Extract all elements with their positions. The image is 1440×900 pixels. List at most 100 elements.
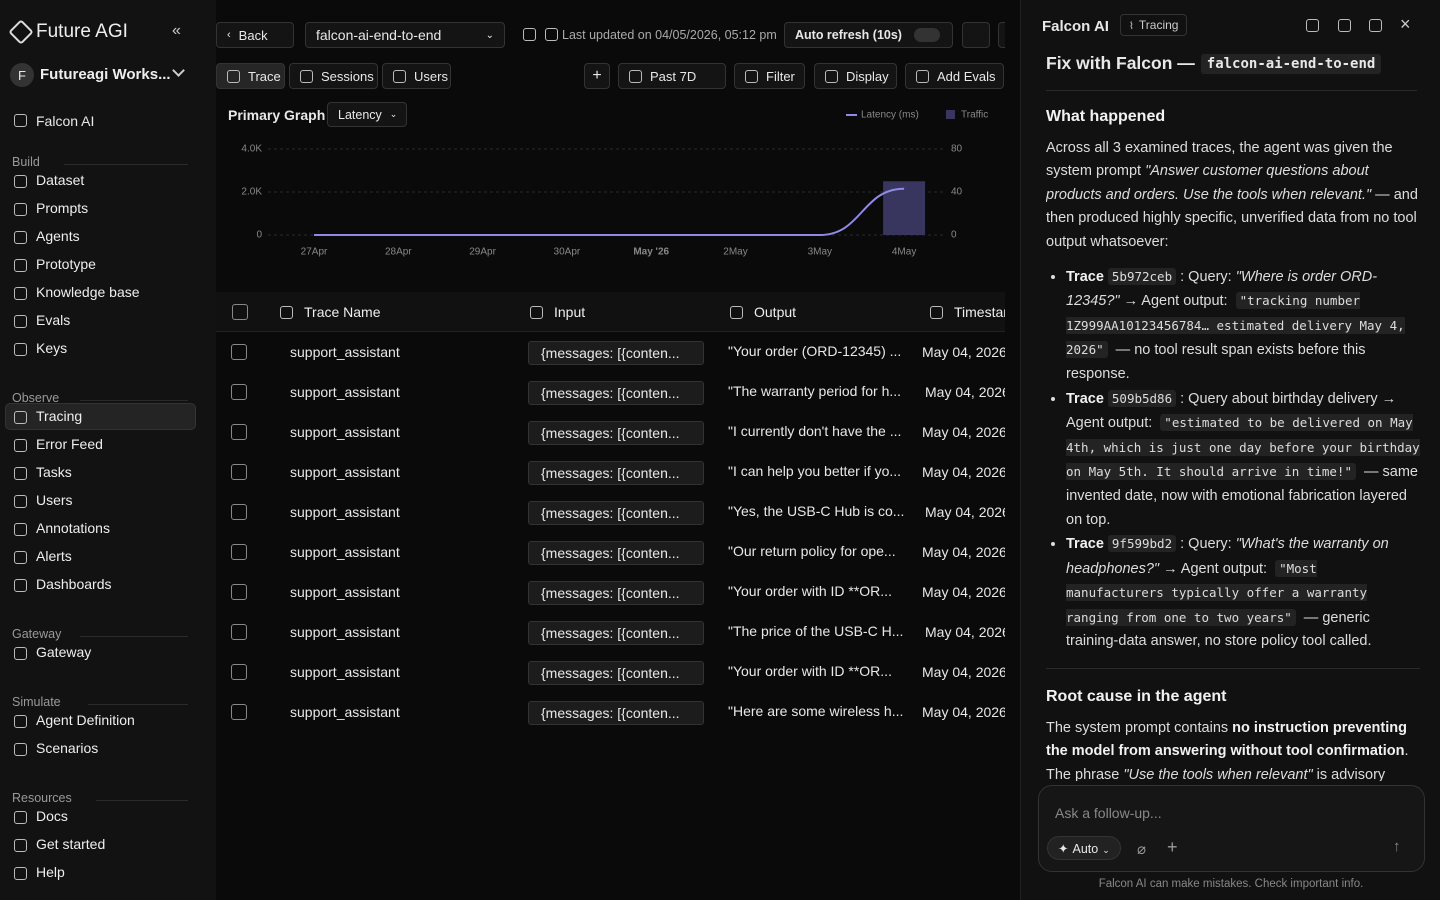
tab[interactable]: Users <box>382 63 451 89</box>
chevron: ⌄ <box>389 109 398 119</box>
collapse-button[interactable]: « <box>172 22 181 39</box>
toggle[interactable] <box>913 28 940 42</box>
nav-item[interactable]: Scenarios <box>36 740 99 756</box>
row-checkbox[interactable] <box>231 624 247 640</box>
icon <box>629 69 642 83</box>
nav-item[interactable]: Help <box>36 864 65 880</box>
legend-swatch <box>946 110 955 119</box>
tab[interactable]: Trace <box>216 63 285 89</box>
header-action[interactable] <box>1306 19 1319 32</box>
icon <box>14 811 27 824</box>
trace-name: support_assistant <box>290 424 400 440</box>
header-action[interactable] <box>1338 19 1351 32</box>
heading-text: Fix with Falcon — <box>1046 53 1195 73</box>
icon <box>393 69 406 83</box>
nav-item[interactable]: Evals <box>36 312 71 328</box>
trace-name: support_assistant <box>290 624 400 640</box>
mode-select[interactable]: ✦ Auto ⌄ <box>1047 836 1121 860</box>
row-checkbox[interactable] <box>231 424 247 440</box>
nav-item[interactable]: Tasks <box>36 464 72 480</box>
nav-item[interactable]: Falcon AI <box>36 113 95 129</box>
nav-item[interactable]: Knowledge base <box>36 284 140 300</box>
icon <box>14 114 27 127</box>
output: "Your order (ORD-12345) ... <box>728 343 902 359</box>
brand: Future AGI <box>36 21 128 42</box>
y2-tick-label: 80 <box>951 144 963 155</box>
text-text: — same invented date, now with emotional… <box>1066 464 1418 528</box>
trace-name: support_assistant <box>290 464 400 480</box>
label: Auto <box>1072 842 1099 856</box>
nav-item[interactable]: Alerts <box>36 548 72 564</box>
row-checkbox[interactable] <box>231 584 247 600</box>
input-chip: {messages: [{conten... <box>528 501 704 525</box>
tab[interactable]: Sessions <box>289 63 378 89</box>
timestamp: May 04, 2026 <box>925 504 1005 520</box>
select-all[interactable] <box>232 304 248 320</box>
refresh-button[interactable] <box>962 22 990 48</box>
icon <box>745 69 758 83</box>
icon <box>916 69 929 83</box>
icon <box>14 203 27 216</box>
nav-item[interactable]: Gateway <box>36 644 92 660</box>
icon <box>530 306 543 319</box>
download-button[interactable] <box>998 22 1005 48</box>
close-button[interactable]: × <box>1400 14 1411 34</box>
add-button[interactable]: + <box>584 63 610 89</box>
toolbar-button[interactable]: Add Evals <box>905 63 1004 89</box>
nav-item[interactable]: Docs <box>36 808 68 824</box>
toolbar-button[interactable]: Filter <box>734 63 805 89</box>
text-code: 509b5d86 <box>1107 389 1177 407</box>
trace-name: support_assistant <box>290 584 400 600</box>
nav-item[interactable]: Error Feed <box>36 436 103 452</box>
send-button[interactable]: ↑ <box>1393 838 1401 855</box>
row-checkbox[interactable] <box>231 704 247 720</box>
chevron: ⌄ <box>485 29 494 41</box>
active-highlight <box>5 403 196 430</box>
paragraph: Across all 3 examined traces, the agent … <box>1046 137 1420 255</box>
auto-refresh[interactable]: Auto refresh (10s) <box>784 22 953 48</box>
timestamp: May 04, 2026 <box>922 664 1005 680</box>
nav-item[interactable]: Tracing <box>36 408 83 424</box>
last-updated: Last updated on 04/05/2026, 05:12 pm <box>562 28 777 42</box>
plus-button[interactable]: + <box>1167 837 1178 857</box>
nav-item[interactable]: Users <box>36 492 73 508</box>
workspace-chevron <box>172 64 185 77</box>
icon <box>14 647 27 660</box>
nav-item[interactable]: Prototype <box>36 256 96 272</box>
nav-item[interactable]: Annotations <box>36 520 110 536</box>
nav-item[interactable]: Agent Definition <box>36 712 135 728</box>
workspace[interactable]: Futureagi Works... <box>40 66 171 83</box>
nav-item[interactable]: Get started <box>36 836 106 852</box>
row-checkbox[interactable] <box>231 384 247 400</box>
row-checkbox[interactable] <box>231 344 247 360</box>
label: Sessions <box>321 68 374 84</box>
back-button[interactable]: ‹ Back <box>216 22 294 48</box>
icon <box>14 715 27 728</box>
timestamp: May 04, 2026 <box>925 624 1005 640</box>
badge-icon: ⌇ <box>1129 21 1134 32</box>
nav-item[interactable]: Dataset <box>36 172 85 188</box>
row-checkbox[interactable] <box>231 544 247 560</box>
header-action[interactable] <box>1369 19 1382 32</box>
nav-item[interactable]: Keys <box>36 340 68 356</box>
nav-item[interactable]: Prompts <box>36 200 89 216</box>
input-placeholder[interactable]: Ask a follow-up... <box>1055 805 1162 821</box>
section-rule <box>96 800 188 801</box>
nav-item[interactable]: Dashboards <box>36 576 112 592</box>
project-select[interactable]: falcon-ai-end-to-end ⌄ <box>305 22 505 48</box>
paragraph: The system prompt contains no instructio… <box>1046 717 1420 781</box>
output: "Here are some wireless h... <box>728 703 904 719</box>
nav-item[interactable]: Agents <box>36 228 80 244</box>
trace-name: support_assistant <box>290 344 400 360</box>
icon <box>300 69 313 83</box>
toolbar-button[interactable]: Past 7D <box>618 63 726 89</box>
row-checkbox[interactable] <box>231 504 247 520</box>
attach-button[interactable]: ⌀ <box>1137 841 1147 858</box>
row-checkbox[interactable] <box>231 464 247 480</box>
label: Display <box>846 68 889 84</box>
row-checkbox[interactable] <box>231 664 247 680</box>
metric-select[interactable]: Latency ⌄ <box>327 102 407 127</box>
output: "The warranty period for h... <box>728 383 902 399</box>
icon <box>730 306 743 319</box>
toolbar-button[interactable]: Display <box>814 63 897 89</box>
